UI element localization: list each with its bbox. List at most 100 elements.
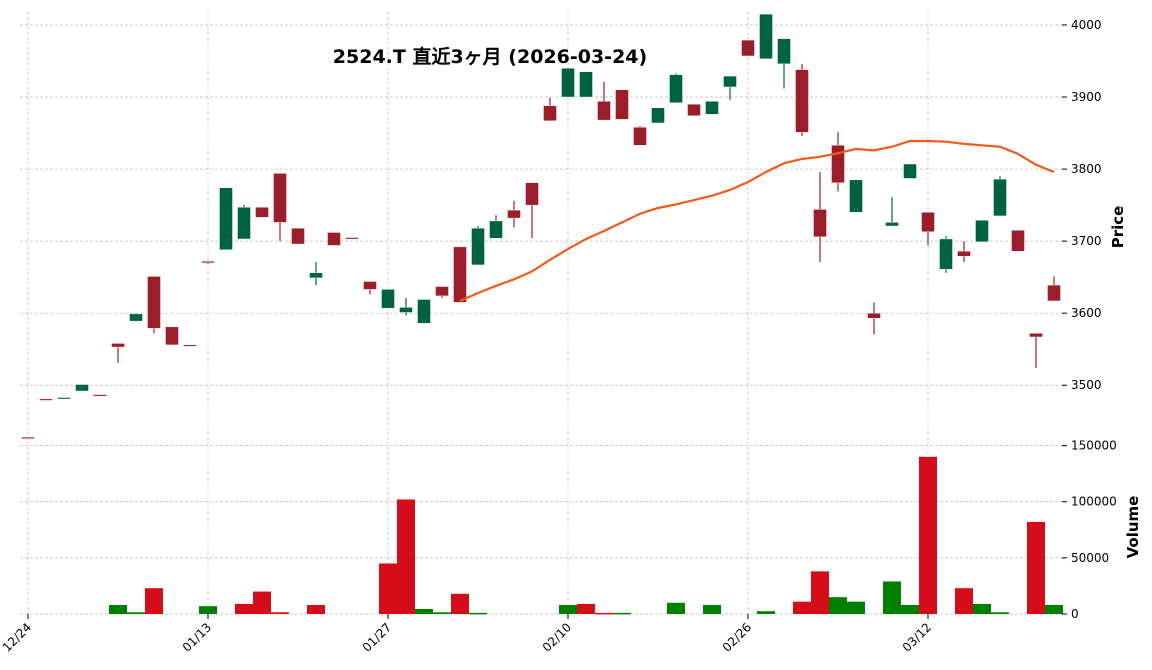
candle-body xyxy=(885,222,899,227)
candle xyxy=(795,63,809,136)
candle-body xyxy=(525,182,539,206)
candle-body xyxy=(597,101,611,121)
candle-body xyxy=(57,397,71,400)
candle xyxy=(543,97,557,122)
volume-bar xyxy=(415,608,433,614)
price-tick-label: 4000 xyxy=(1071,18,1102,32)
candle-body xyxy=(309,272,323,279)
candle-body xyxy=(417,299,431,324)
candle xyxy=(363,281,377,295)
candle-body xyxy=(831,145,845,183)
candle xyxy=(309,262,323,286)
candle xyxy=(615,89,629,120)
candle-body xyxy=(183,344,197,347)
candle xyxy=(561,68,575,98)
candle xyxy=(849,179,863,213)
price-axis-label: Price xyxy=(1109,206,1127,249)
volume-bar xyxy=(955,588,973,614)
volume-bar xyxy=(199,606,217,614)
candle xyxy=(237,205,251,240)
candle-body xyxy=(615,89,629,120)
volume-bar xyxy=(829,597,847,614)
volume-bar xyxy=(127,612,145,614)
candle xyxy=(741,39,755,57)
volume-tick-label: 100000 xyxy=(1071,495,1117,509)
candle-body xyxy=(471,227,485,266)
candle xyxy=(867,302,881,335)
price-tick-label: 3900 xyxy=(1071,90,1102,104)
candle-body xyxy=(363,281,377,290)
candle xyxy=(111,343,125,363)
volume-bar xyxy=(613,612,631,615)
candle xyxy=(597,81,611,121)
x-tick-label: 02/26 xyxy=(720,620,754,654)
candle xyxy=(1011,230,1025,252)
candle xyxy=(345,237,359,240)
candle-body xyxy=(435,286,449,297)
x-tick-label: 02/10 xyxy=(540,620,574,654)
candle-body xyxy=(939,238,953,270)
candle-body xyxy=(219,187,233,250)
candle xyxy=(129,313,143,322)
volume-bar xyxy=(469,612,487,615)
candle-body xyxy=(993,178,1007,217)
candle xyxy=(975,220,989,243)
candle-body xyxy=(723,75,737,88)
candle-body xyxy=(651,107,665,124)
candle xyxy=(219,187,233,250)
candle xyxy=(147,276,161,334)
candle xyxy=(381,289,395,309)
candle-body xyxy=(795,69,809,133)
candle-body xyxy=(291,227,305,245)
candle xyxy=(723,75,737,100)
candle xyxy=(201,261,215,265)
candle-body xyxy=(759,13,773,60)
candle-body xyxy=(813,209,827,238)
volume-bar xyxy=(973,603,991,614)
candle-body xyxy=(777,38,791,65)
candle-body xyxy=(273,173,287,223)
candle-body xyxy=(237,207,251,240)
chart-title: 2524.T 直近3ヶ月 (2026-03-24) xyxy=(333,45,647,68)
candle-body xyxy=(849,179,863,213)
candle xyxy=(489,215,503,239)
candle-body xyxy=(39,398,53,401)
candle-body xyxy=(129,313,143,322)
candle xyxy=(813,171,827,263)
volume-bar xyxy=(919,456,937,614)
candle xyxy=(759,13,773,60)
volume-bar xyxy=(847,601,865,614)
volume-bar xyxy=(901,605,919,614)
volume-bar xyxy=(397,499,415,614)
candle xyxy=(183,344,197,347)
candle xyxy=(831,132,845,192)
candle-body xyxy=(975,220,989,243)
candle-body xyxy=(201,261,215,264)
candle xyxy=(669,73,683,103)
candle-body xyxy=(147,276,161,329)
candle-body xyxy=(669,74,683,103)
volume-bar xyxy=(883,581,901,614)
candle xyxy=(885,197,899,227)
grid xyxy=(20,12,1062,615)
x-tick-label: 01/27 xyxy=(360,620,394,654)
volume-bar xyxy=(1027,521,1045,614)
candle-body xyxy=(687,104,701,116)
candle xyxy=(417,299,431,324)
candle-body xyxy=(633,127,647,146)
candle-body xyxy=(543,105,557,122)
candles xyxy=(21,13,1061,439)
volume-bar xyxy=(379,563,397,614)
volume-bar xyxy=(703,605,721,614)
volume-bar xyxy=(577,603,595,614)
candle xyxy=(93,394,107,397)
candle xyxy=(525,182,539,239)
candle xyxy=(705,101,719,115)
candle-body xyxy=(255,207,269,218)
candle-body xyxy=(1029,333,1043,338)
volume-bar xyxy=(811,571,829,614)
candle-body xyxy=(327,232,341,246)
candle xyxy=(255,207,269,218)
candle xyxy=(399,298,413,316)
